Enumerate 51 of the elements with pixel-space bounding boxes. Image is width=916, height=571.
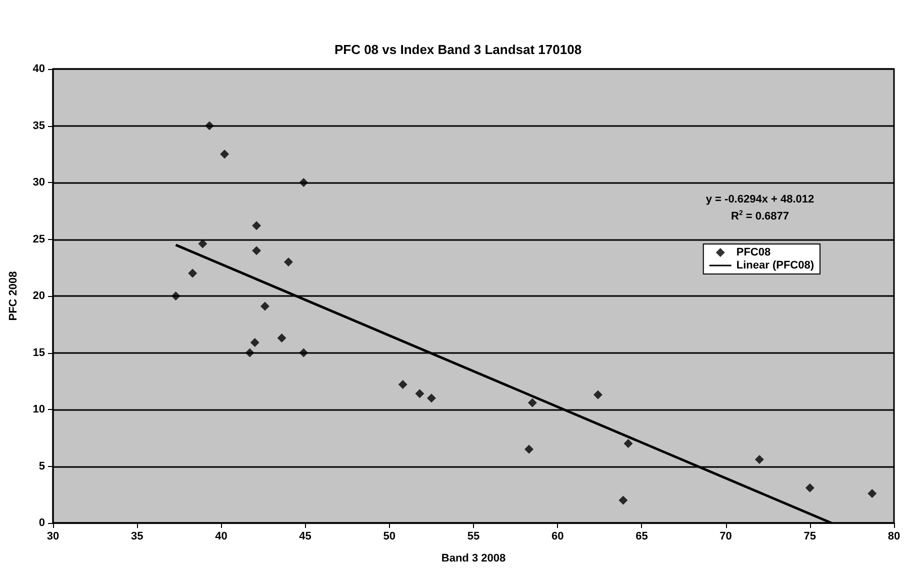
y-tick-label: 40 xyxy=(32,63,45,75)
point xyxy=(524,444,534,454)
x-tick-label: 80 xyxy=(888,530,900,542)
y-tick-label: 0 xyxy=(38,517,45,529)
point xyxy=(868,488,877,498)
point xyxy=(754,454,764,464)
point xyxy=(284,257,293,266)
point xyxy=(593,390,602,400)
point xyxy=(415,389,424,398)
y-axis-title: PFC 2008 xyxy=(8,271,20,321)
point xyxy=(204,121,214,130)
point xyxy=(220,150,230,159)
legend-label: Linear (PFC08) xyxy=(736,260,814,272)
point xyxy=(426,394,436,403)
point xyxy=(528,398,537,408)
y-tick-label: 15 xyxy=(32,346,45,359)
y-tick-label: 10 xyxy=(32,404,45,416)
y-tick-label: 35 xyxy=(32,120,45,132)
x-tick-label: 30 xyxy=(46,530,60,542)
x-tick-label: 50 xyxy=(383,530,396,542)
y-tick-label: 25 xyxy=(32,233,45,246)
point xyxy=(618,496,628,505)
legend-label: PFC08 xyxy=(736,246,771,258)
x-tick-label: 60 xyxy=(551,530,564,542)
y-tick-label: 30 xyxy=(32,176,45,188)
point xyxy=(198,239,208,248)
point xyxy=(188,268,198,278)
point xyxy=(245,348,254,358)
point xyxy=(805,483,814,492)
point xyxy=(299,178,308,187)
x-tick-label: 65 xyxy=(636,530,648,542)
x-tick-label: 40 xyxy=(215,530,228,542)
point xyxy=(398,380,408,390)
point xyxy=(624,439,633,448)
point xyxy=(260,302,270,311)
x-tick-label: 55 xyxy=(467,530,480,542)
point xyxy=(277,333,286,342)
x-axis-title: Band 3 2008 xyxy=(441,552,506,564)
x-tick-label: 70 xyxy=(720,530,732,542)
chart-title: PFC 08 vs Index Band 3 Landsat 170108 xyxy=(334,42,582,57)
y-tick-label: 20 xyxy=(32,290,45,302)
point xyxy=(250,338,260,348)
point xyxy=(171,292,180,300)
point xyxy=(252,246,262,256)
point xyxy=(252,221,262,230)
point xyxy=(299,348,308,358)
x-tick-label: 45 xyxy=(299,530,312,542)
annotation: y = -0.6294x + 48.012 xyxy=(706,194,814,206)
x-tick-label: 35 xyxy=(130,530,144,542)
y-tick-label: 5 xyxy=(38,460,45,472)
x-tick-label: 75 xyxy=(804,530,816,542)
